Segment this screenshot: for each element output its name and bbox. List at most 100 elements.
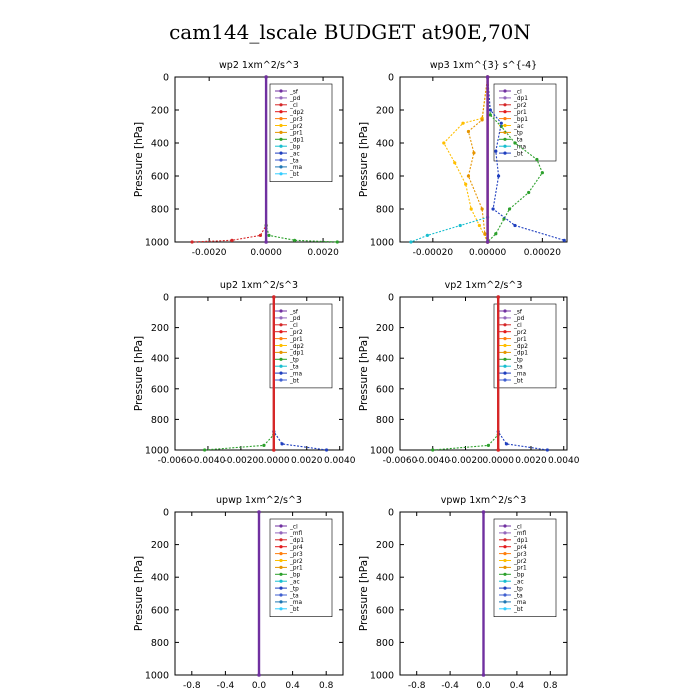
y-tick-label: 800 [151, 638, 169, 649]
y-tick-label: 0 [163, 73, 169, 84]
legend-marker [279, 558, 283, 563]
y-tick-label: 1000 [145, 671, 169, 682]
chart-panel-6: vpwp 1xm^2/s^3 Pressure [hPa] 0 200 400 600 80… [358, 495, 568, 691]
legend-label: _dp1 [289, 538, 304, 544]
y-tick-label: 1000 [370, 671, 394, 682]
panel-title: wp3 1xm^{3} s^{-4} [430, 60, 537, 71]
legend-label: _bp1 [513, 117, 528, 123]
legend-label: _sf [289, 309, 299, 315]
legend-label: _dp1 [289, 351, 304, 357]
legend-marker [279, 103, 283, 107]
y-tick-label: 200 [151, 540, 169, 551]
legend-marker [279, 158, 283, 162]
data-point [335, 240, 339, 244]
y-axis-label: Pressure [hPa] [358, 122, 370, 197]
legend-marker [279, 357, 283, 361]
data-point [513, 141, 517, 145]
legend-label: _pr1 [513, 110, 527, 116]
y-tick-label: 200 [376, 540, 394, 551]
legend-label: _dp1 [513, 538, 528, 544]
data-point [264, 240, 268, 244]
y-tick-label: 600 [151, 172, 169, 183]
legend-label: _ma [513, 145, 527, 151]
legend-label: _ta [513, 365, 523, 371]
legend-label: _tp [289, 358, 299, 364]
y-axis-label: Pressure [hPa] [133, 556, 145, 631]
data-point [257, 673, 261, 677]
chart-panel-3: up2 1xm^2/s^3 Pressure [hPa] 0 200 400 600 800… [133, 280, 356, 466]
data-point [496, 448, 501, 452]
legend-marker [279, 531, 283, 535]
y-tick-label: 400 [151, 354, 169, 365]
data-point [535, 157, 539, 162]
legend-marker [279, 343, 283, 348]
legend-label: _pr1 [513, 566, 527, 572]
x-tick-label: -0.0020 [224, 456, 259, 466]
legend-marker [503, 316, 507, 320]
legend-marker [503, 371, 507, 375]
panel-title: wp2 1xm^2/s^3 [219, 60, 299, 71]
legend-marker [279, 337, 283, 341]
y-tick-label: 600 [376, 605, 394, 616]
data-point [453, 161, 457, 165]
legend-marker [503, 103, 507, 107]
data-point [488, 113, 492, 117]
panel-title: up2 1xm^2/s^3 [220, 280, 298, 291]
series-line [467, 76, 489, 243]
series-line [487, 76, 565, 241]
legend-label: _tp [513, 358, 523, 364]
legend-marker [279, 172, 283, 176]
data-point [267, 233, 271, 237]
legend-marker [503, 586, 507, 590]
series-line [432, 297, 499, 451]
x-tick-label: -0.0020 [192, 248, 227, 258]
data-point [485, 240, 490, 244]
data-point [480, 207, 484, 211]
legend-label: _pr1 [289, 566, 303, 572]
data-point [496, 295, 501, 299]
legend-marker [503, 144, 507, 148]
legend-marker [503, 558, 507, 563]
data-point [203, 448, 207, 452]
legend-marker [503, 552, 507, 556]
legend-label: _pr1 [289, 131, 303, 137]
y-tick-label: 400 [376, 573, 394, 584]
y-axis-label: Pressure [hPa] [133, 122, 145, 197]
data-point [280, 442, 284, 446]
legend-marker [503, 565, 507, 570]
legend-label: _cl [513, 89, 522, 95]
legend-label: _dp1 [513, 96, 528, 102]
legend-label: _bt [289, 607, 300, 613]
legend-label: _ac [289, 580, 300, 586]
y-tick-label: 400 [151, 573, 169, 584]
legend-marker [279, 130, 283, 134]
legend-marker [503, 337, 507, 341]
y-axis-label: Pressure [hPa] [133, 336, 145, 411]
legend-label: _bp [513, 573, 525, 579]
data-point [425, 233, 429, 237]
data-point [480, 118, 484, 122]
legend-label: _cl [513, 524, 522, 530]
legend-label: _tp [289, 586, 299, 592]
series-line [204, 297, 275, 451]
legend-marker [279, 545, 283, 549]
legend-marker [503, 607, 507, 611]
legend-label: _dp1 [513, 351, 528, 357]
data-point [496, 174, 501, 178]
data-point [461, 121, 465, 125]
data-point [272, 295, 276, 299]
data-point [469, 207, 473, 211]
legend-label: _ma [289, 371, 303, 377]
x-tick-label: 0.0 [252, 681, 267, 691]
legend-marker [503, 531, 507, 535]
data-point [527, 190, 531, 195]
legend-marker [503, 600, 507, 604]
y-tick-label: 400 [376, 139, 394, 150]
y-tick-label: 600 [151, 605, 169, 616]
legend-marker [279, 572, 283, 576]
x-tick-label: -0.0020 [448, 456, 483, 466]
y-tick-label: 800 [376, 205, 394, 216]
legend-marker [503, 357, 507, 361]
legend-label: _cl [289, 103, 298, 109]
y-tick-label: 800 [151, 205, 169, 216]
